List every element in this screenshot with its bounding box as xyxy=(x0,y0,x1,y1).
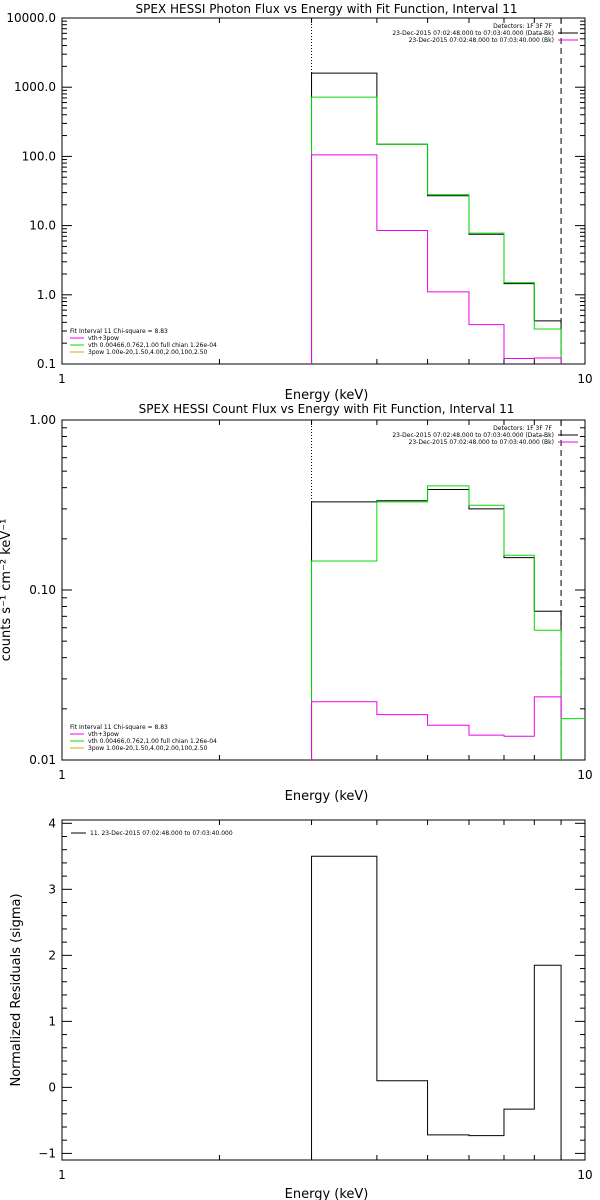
legend-header: Detectors: 1F 3F 7F xyxy=(493,23,552,30)
y-axis-label: counts s⁻¹ cm⁻² keV⁻¹ xyxy=(0,519,14,662)
plot-frame xyxy=(61,17,586,365)
chart-panel-residuals: 1 10 −1 0 1 2 3 4 Energy (keV) Normalized Residua… xyxy=(9,816,593,1200)
plot-frame xyxy=(61,819,586,1161)
series-1-line xyxy=(311,96,562,364)
legend-entry: 23-Dec-2015 07:02:48.000 to 07:03:40.000… xyxy=(392,30,554,37)
series-0-line xyxy=(311,72,562,364)
x-axis-label: Energy (keV) xyxy=(285,1187,369,1200)
y-tick-label: 1.0 xyxy=(37,288,56,302)
fit-legend-entry: vth 0.00466,0.762,1.00 full chian 1.26e-… xyxy=(88,342,217,349)
y-tick-label: 3 xyxy=(48,882,56,896)
y-tick-label: 4 xyxy=(48,816,56,830)
legend-entry: 23-Dec-2015 07:02:48.000 to 07:03:40.000… xyxy=(409,37,554,44)
x-axis-label: Energy (keV) xyxy=(285,789,369,804)
x-tick-label: 1 xyxy=(58,1168,66,1182)
y-tick-label: 1000.0 xyxy=(14,80,56,94)
legend-entry: 23-Dec-2015 07:02:48.000 to 07:03:40.000… xyxy=(409,439,554,446)
y-tick-label: 10000.0 xyxy=(6,11,56,25)
x-tick-label: 1 xyxy=(58,768,66,782)
chart-title: SPEX HESSI Count Flux vs Energy with Fit… xyxy=(139,402,515,416)
y-tick-label: 0.1 xyxy=(37,357,56,371)
y-tick-label: 0.10 xyxy=(29,583,56,597)
y-tick-label: 1.00 xyxy=(29,413,56,427)
x-tick-label: 10 xyxy=(577,1168,592,1182)
fit-legend-header: Fit Interval 11 Chi-square = 8.83 xyxy=(70,724,168,731)
y-tick-label: 10.0 xyxy=(29,219,56,233)
x-axis-label: Energy (keV) xyxy=(285,388,369,403)
fit-legend-header: Fit Interval 11 Chi-square = 8.83 xyxy=(70,328,168,335)
legend-entry: 11. 23-Dec-2015 07:02:48.000 to 07:03:40… xyxy=(90,830,233,837)
y-tick-label: −1 xyxy=(38,1146,56,1160)
y-tick-label: 100.0 xyxy=(22,149,56,163)
fit-legend-entry: vth+3pow xyxy=(88,731,119,738)
fit-legend-entry: 3pow 1.00e-20,1.50,4.00,2.00,100,2.50 xyxy=(88,349,208,356)
legend-header: Detectors: 1F 3F 7F xyxy=(493,425,552,432)
chart-panel-photon: SPEX HESSI Photon Flux vs Energy with Fi… xyxy=(6,2,592,403)
fit-legend-entry: vth 0.00466,0.762,1.00 full chian 1.26e-… xyxy=(88,738,217,745)
series-2-line xyxy=(311,154,562,364)
series-0-line xyxy=(311,489,562,760)
chart-title: SPEX HESSI Photon Flux vs Energy with Fi… xyxy=(136,2,518,16)
x-tick-label: 10 xyxy=(577,372,592,386)
fit-legend-entry: vth+3pow xyxy=(88,335,119,342)
extra-series-line xyxy=(560,718,585,760)
series-2-line xyxy=(311,696,562,760)
fit-legend-entry: 3pow 1.00e-20,1.50,4.00,2.00,100,2.50 xyxy=(88,745,208,752)
legend-entry: 23-Dec-2015 07:02:48.000 to 07:03:40.000… xyxy=(392,432,554,439)
series-0-line xyxy=(311,855,562,1160)
series-1-line xyxy=(311,485,562,760)
x-tick-label: 1 xyxy=(58,372,66,386)
plot-frame xyxy=(61,419,586,761)
y-tick-label: 1 xyxy=(48,1014,56,1028)
y-axis-label: Normalized Residuals (sigma) xyxy=(9,893,24,1086)
y-tick-label: 2 xyxy=(48,948,56,962)
y-tick-label: 0.01 xyxy=(29,753,56,767)
chart-panel-count: SPEX HESSI Count Flux vs Energy with Fit… xyxy=(0,402,593,804)
y-tick-label: 0 xyxy=(48,1080,56,1094)
x-tick-label: 10 xyxy=(577,768,592,782)
